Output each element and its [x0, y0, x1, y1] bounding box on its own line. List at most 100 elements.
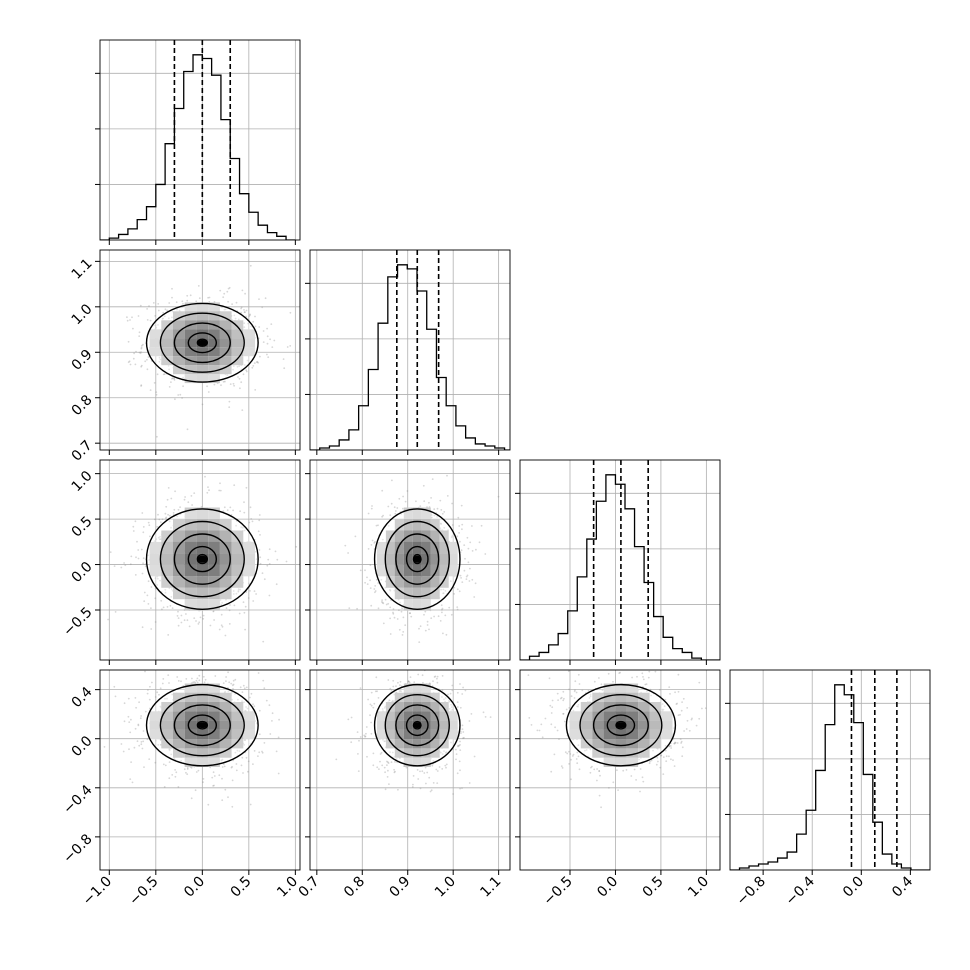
scatter-point: [273, 339, 276, 342]
scatter-point: [261, 306, 264, 309]
scatter-point: [436, 770, 439, 772]
scatter-point: [443, 526, 446, 529]
scatter-point: [221, 799, 224, 802]
scatter-point: [120, 566, 123, 569]
scatter-point: [243, 501, 245, 504]
density-cell: [231, 553, 244, 565]
scatter-point: [247, 322, 249, 325]
density-cell: [421, 599, 431, 611]
scatter-point: [258, 519, 261, 522]
density-cell: [161, 541, 173, 554]
scatter-point: [128, 721, 131, 723]
scatter-point: [168, 777, 171, 780]
scatter-point: [377, 697, 380, 699]
scatter-point: [156, 525, 159, 528]
scatter-point: [140, 385, 143, 387]
scatter-point: [249, 264, 252, 267]
scatter-point: [227, 671, 230, 674]
scatter-point: [158, 518, 161, 521]
scatter-point: [170, 596, 173, 598]
scatter-point: [394, 770, 396, 773]
scatter-point: [232, 368, 235, 371]
scatter-point: [439, 620, 442, 622]
scatter-point: [392, 685, 395, 688]
scatter-point: [109, 551, 112, 553]
y-tick-label: 0.7: [69, 438, 96, 465]
scatter-point: [439, 522, 442, 525]
scatter-point: [413, 681, 416, 683]
scatter-point: [172, 512, 175, 514]
scatter-point: [162, 763, 165, 766]
scatter-point: [159, 705, 162, 708]
scatter-point: [219, 482, 221, 485]
scatter-point: [347, 718, 350, 721]
scatter-point: [448, 700, 450, 702]
scatter-point: [465, 578, 468, 580]
scatter-point: [234, 317, 237, 320]
scatter-point: [218, 774, 221, 777]
scatter-point: [157, 309, 160, 312]
y-tick-label: 1.0: [69, 468, 96, 495]
scatter-point: [143, 591, 146, 594]
scatter-point: [374, 541, 376, 543]
joint-panel-2-1: [305, 459, 511, 665]
scatter-point: [409, 676, 412, 678]
scatter-point: [233, 484, 236, 487]
y-tick-label: 1.0: [69, 301, 96, 328]
density-cell: [243, 564, 255, 577]
scatter-point: [440, 588, 442, 591]
density-cell: [184, 564, 197, 577]
scatter-point: [389, 514, 392, 516]
scatter-point: [247, 597, 250, 599]
joint-panel-3-1: 0.7 0.8 0.9 1.0 1.1: [296, 669, 511, 901]
scatter-point: [366, 576, 368, 579]
scatter-point: [224, 788, 227, 791]
scatter-point: [148, 524, 151, 527]
scatter-point: [419, 505, 422, 507]
density-cell: [196, 347, 209, 357]
scatter-point: [147, 356, 150, 358]
density-cell: [196, 576, 209, 588]
scatter-point: [295, 545, 298, 548]
scatter-point: [204, 475, 206, 478]
scatter-point: [168, 368, 171, 371]
scatter-point: [179, 393, 182, 396]
scatter-point: [103, 746, 106, 748]
scatter-point: [159, 538, 162, 540]
scatter-point: [441, 611, 443, 614]
scatter-point: [144, 360, 147, 363]
density-cell: [421, 553, 431, 565]
scatter-point: [171, 774, 174, 776]
scatter-point: [158, 693, 160, 696]
scatter-point: [268, 563, 271, 565]
density-cell: [196, 683, 209, 693]
scatter-point: [212, 785, 215, 787]
scatter-point: [173, 379, 176, 381]
scatter-point: [199, 616, 202, 619]
scatter-point: [243, 687, 246, 690]
density-cell: [173, 365, 185, 375]
scatter-point: [143, 600, 146, 603]
density-cell: [173, 320, 185, 330]
scatter-point: [228, 609, 231, 612]
density-cell: [184, 507, 197, 519]
scatter-point: [374, 590, 377, 592]
density-cell: [208, 347, 220, 357]
scatter-point: [186, 294, 189, 297]
density-cell: [394, 564, 404, 577]
scatter-point: [154, 315, 157, 317]
scatter-point: [390, 689, 393, 691]
scatter-point: [289, 311, 292, 314]
scatter-point: [264, 297, 267, 300]
scatter-point: [156, 577, 159, 580]
density-cell: [231, 541, 244, 554]
scatter-point: [168, 302, 171, 304]
scatter-point: [456, 701, 459, 704]
scatter-point: [163, 786, 166, 788]
scatter-point: [186, 773, 189, 776]
scatter-point: [170, 753, 173, 756]
scatter-point: [142, 730, 145, 732]
scatter-point: [422, 681, 424, 684]
scatter-point: [389, 687, 392, 690]
scatter-point: [159, 579, 162, 582]
